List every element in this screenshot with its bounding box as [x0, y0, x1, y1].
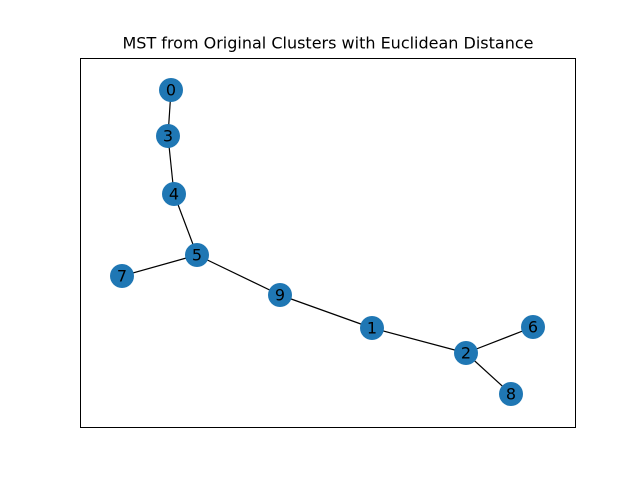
node-label: 9 [275, 286, 285, 305]
node-9: 9 [268, 283, 292, 307]
node-circle [110, 264, 134, 288]
node-label: 3 [163, 127, 173, 146]
node-4: 4 [162, 182, 186, 206]
node-5: 5 [185, 243, 209, 267]
node-circle [360, 316, 384, 340]
edge-5-7 [121, 254, 198, 277]
node-8: 8 [499, 382, 523, 406]
node-circle [268, 283, 292, 307]
edge-5-9 [196, 254, 281, 296]
node-label: 6 [528, 318, 538, 337]
node-label: 5 [192, 246, 202, 265]
node-6: 6 [521, 315, 545, 339]
node-label: 2 [461, 344, 471, 363]
node-label: 0 [166, 81, 176, 100]
node-label: 4 [169, 185, 179, 204]
node-circle [499, 382, 523, 406]
node-0: 0 [159, 78, 183, 102]
node-circle [156, 124, 180, 148]
edge-9-1 [279, 294, 373, 329]
node-2: 2 [454, 341, 478, 365]
node-circle [162, 182, 186, 206]
figure-title: MST from Original Clusters with Euclidea… [122, 34, 533, 53]
node-circle [185, 243, 209, 267]
node-label: 8 [506, 385, 516, 404]
node-label: 1 [367, 319, 377, 338]
node-circle [159, 78, 183, 102]
node-3: 3 [156, 124, 180, 148]
nodes-layer: 0 1 2 3 4 5 6 7 8 9 [110, 78, 545, 406]
node-label: 7 [117, 267, 127, 286]
node-1: 1 [360, 316, 384, 340]
node-7: 7 [110, 264, 134, 288]
edge-1-2 [371, 327, 467, 354]
axes-frame [80, 58, 576, 428]
node-circle [454, 341, 478, 365]
node-circle [521, 315, 545, 339]
